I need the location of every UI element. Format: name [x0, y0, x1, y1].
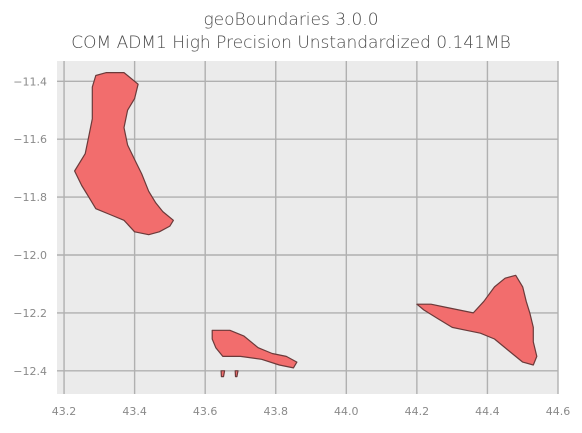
y-tick-label: −12.4	[13, 365, 47, 378]
y-tick-label: −11.8	[13, 191, 47, 204]
y-tick-label: −11.6	[13, 133, 47, 146]
x-tick-label: 43.8	[263, 405, 288, 418]
x-tick-label: 43.6	[193, 405, 218, 418]
x-axis-ticks: 43.2 43.4 43.6 43.8 44.0 44.2 44.4 44.6	[52, 405, 570, 418]
x-tick-label: 44.0	[334, 405, 359, 418]
region-moheli-islet-2	[234, 370, 239, 378]
x-tick-label: 44.4	[475, 405, 500, 418]
region-moheli	[211, 329, 298, 369]
x-tick-label: 43.4	[122, 405, 147, 418]
x-tick-label: 44.6	[546, 405, 571, 418]
map-subtitle: COM ADM1 High Precision Unstandardized 0…	[71, 33, 511, 53]
x-tick-label: 43.2	[52, 405, 77, 418]
x-tick-label: 44.2	[405, 405, 430, 418]
map-regions	[73, 71, 538, 378]
y-tick-label: −12.2	[13, 307, 47, 320]
y-tick-label: −12.0	[13, 249, 47, 262]
region-anjouan	[416, 274, 538, 366]
region-moheli-islet-1	[220, 370, 226, 378]
y-tick-label: −11.4	[13, 75, 47, 88]
map-title: geoBoundaries 3.0.0	[203, 10, 379, 30]
y-axis-ticks: −11.4 −11.6 −11.8 −12.0 −12.2 −12.4	[13, 75, 47, 378]
region-grande-comore	[73, 71, 174, 236]
